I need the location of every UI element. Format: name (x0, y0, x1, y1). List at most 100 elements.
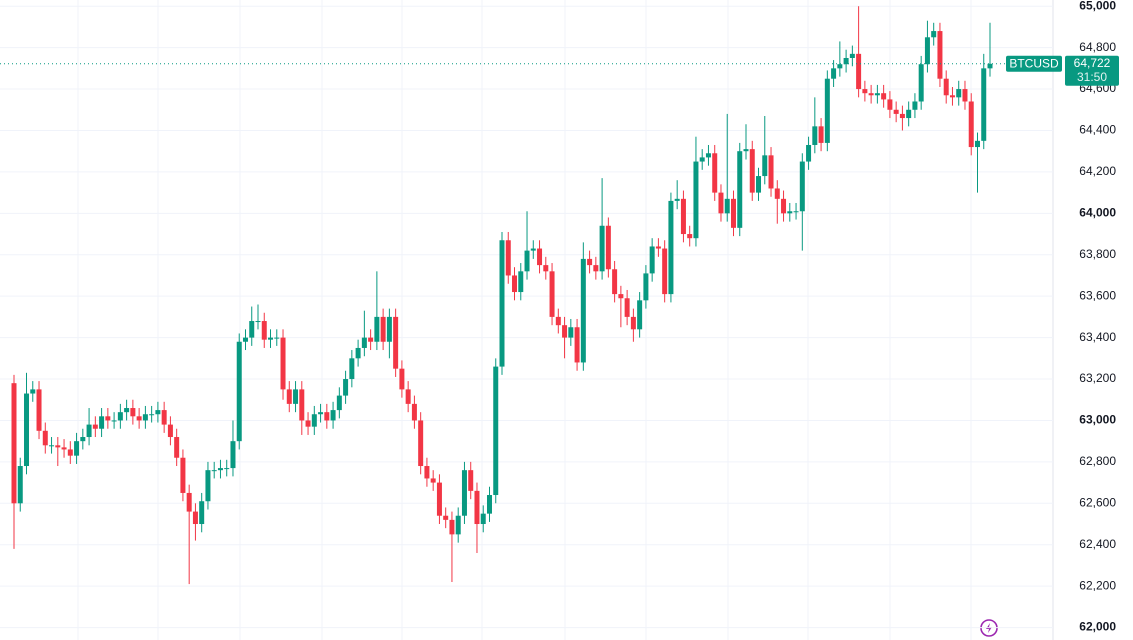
candle-body (468, 470, 474, 491)
candle-body (862, 89, 868, 94)
candle-body (436, 482, 442, 516)
candle-body (124, 408, 130, 413)
candle-body (593, 265, 599, 272)
candle-body (224, 468, 230, 470)
candle-body (349, 358, 355, 380)
y-tick-label: 62,200 (1079, 578, 1116, 592)
candle-body (818, 126, 824, 143)
candle-body (268, 337, 274, 340)
candle-body (749, 149, 755, 193)
candle-body (705, 153, 711, 158)
candle-body (74, 441, 80, 456)
y-tick-label: 65,000 (1079, 0, 1116, 12)
candle-body (230, 441, 236, 469)
candle-body (693, 161, 699, 239)
y-tick-label: 62,800 (1079, 454, 1116, 468)
candle-body (912, 101, 918, 110)
candle-body (280, 337, 286, 390)
candle-body (724, 198, 730, 214)
candle-body (167, 424, 173, 438)
candle-body (211, 470, 217, 472)
time-grid (77, 0, 972, 640)
candle-body (699, 157, 705, 162)
candle-body (149, 414, 155, 416)
candle-body (924, 37, 930, 65)
candle-body (155, 410, 161, 415)
candle-body (368, 337, 374, 342)
candle-body (937, 31, 943, 79)
candle-body (668, 200, 674, 295)
candle-body (418, 420, 424, 467)
candle-body (380, 316, 386, 342)
candle-body (587, 258, 593, 266)
candle-body (24, 393, 30, 467)
candle-body (831, 68, 837, 79)
candle-body (80, 437, 86, 442)
candle-body (968, 101, 974, 148)
candle-body (712, 153, 718, 193)
candle-body (236, 341, 242, 442)
candle-body (837, 64, 843, 69)
candle-body (612, 269, 618, 295)
candle-body (36, 389, 42, 431)
candle-body (374, 316, 380, 342)
candle-body (630, 316, 636, 330)
candle-body (687, 234, 693, 239)
candle-body (293, 389, 299, 404)
candle-body (793, 211, 799, 213)
candle-body (806, 144, 812, 162)
candle-body (399, 368, 405, 390)
candle-body (737, 151, 743, 228)
y-tick-label: 63,200 (1079, 371, 1116, 385)
candle-body (843, 57, 849, 65)
candle-body (881, 93, 887, 100)
candle-body (142, 414, 148, 421)
candle-body (86, 424, 92, 438)
candle-body (530, 248, 536, 251)
candle-body (787, 211, 793, 214)
y-tick-label: 62,000 (1079, 620, 1116, 634)
candle-body (61, 447, 67, 450)
candle-body (161, 410, 167, 425)
candle-body (518, 271, 524, 293)
candle-body (499, 240, 505, 367)
candle-body (918, 64, 924, 102)
candle-body (574, 327, 580, 363)
candle-body (192, 511, 198, 525)
y-tick-label: 64,000 (1079, 206, 1116, 220)
candle-body (49, 445, 55, 447)
y-tick-label: 64,800 (1079, 40, 1116, 54)
y-tick-label: 62,400 (1079, 537, 1116, 551)
candle-body (899, 113, 905, 119)
candle-body (524, 250, 530, 272)
candle-body (981, 68, 987, 141)
candle-body (343, 379, 349, 396)
candle-body (217, 468, 223, 471)
y-tick-label: 64,200 (1079, 164, 1116, 178)
candle-body (824, 78, 830, 143)
candle-body (174, 437, 180, 458)
candle-body (743, 149, 749, 152)
candle-body (249, 321, 255, 338)
candle-body (974, 140, 980, 148)
candle-body (781, 198, 787, 214)
symbol-label: BTCUSD (1009, 56, 1059, 70)
candle-body (674, 198, 680, 201)
candle-body (11, 383, 17, 504)
candle-body (768, 155, 774, 189)
candle-body (117, 412, 123, 421)
candle-body (67, 449, 73, 456)
candle-body (512, 275, 518, 293)
symbol-tag (1006, 55, 1062, 72)
candle-body (274, 337, 280, 339)
candle-body (17, 466, 23, 504)
candle-body (30, 389, 36, 394)
candle-body (874, 93, 880, 96)
candle-body (461, 470, 467, 516)
candle-body (455, 515, 461, 535)
y-tick-label: 63,000 (1079, 413, 1116, 427)
candle-body (543, 265, 549, 272)
candle-body (493, 366, 499, 496)
candle-body (949, 95, 955, 98)
candle-body (893, 109, 899, 114)
